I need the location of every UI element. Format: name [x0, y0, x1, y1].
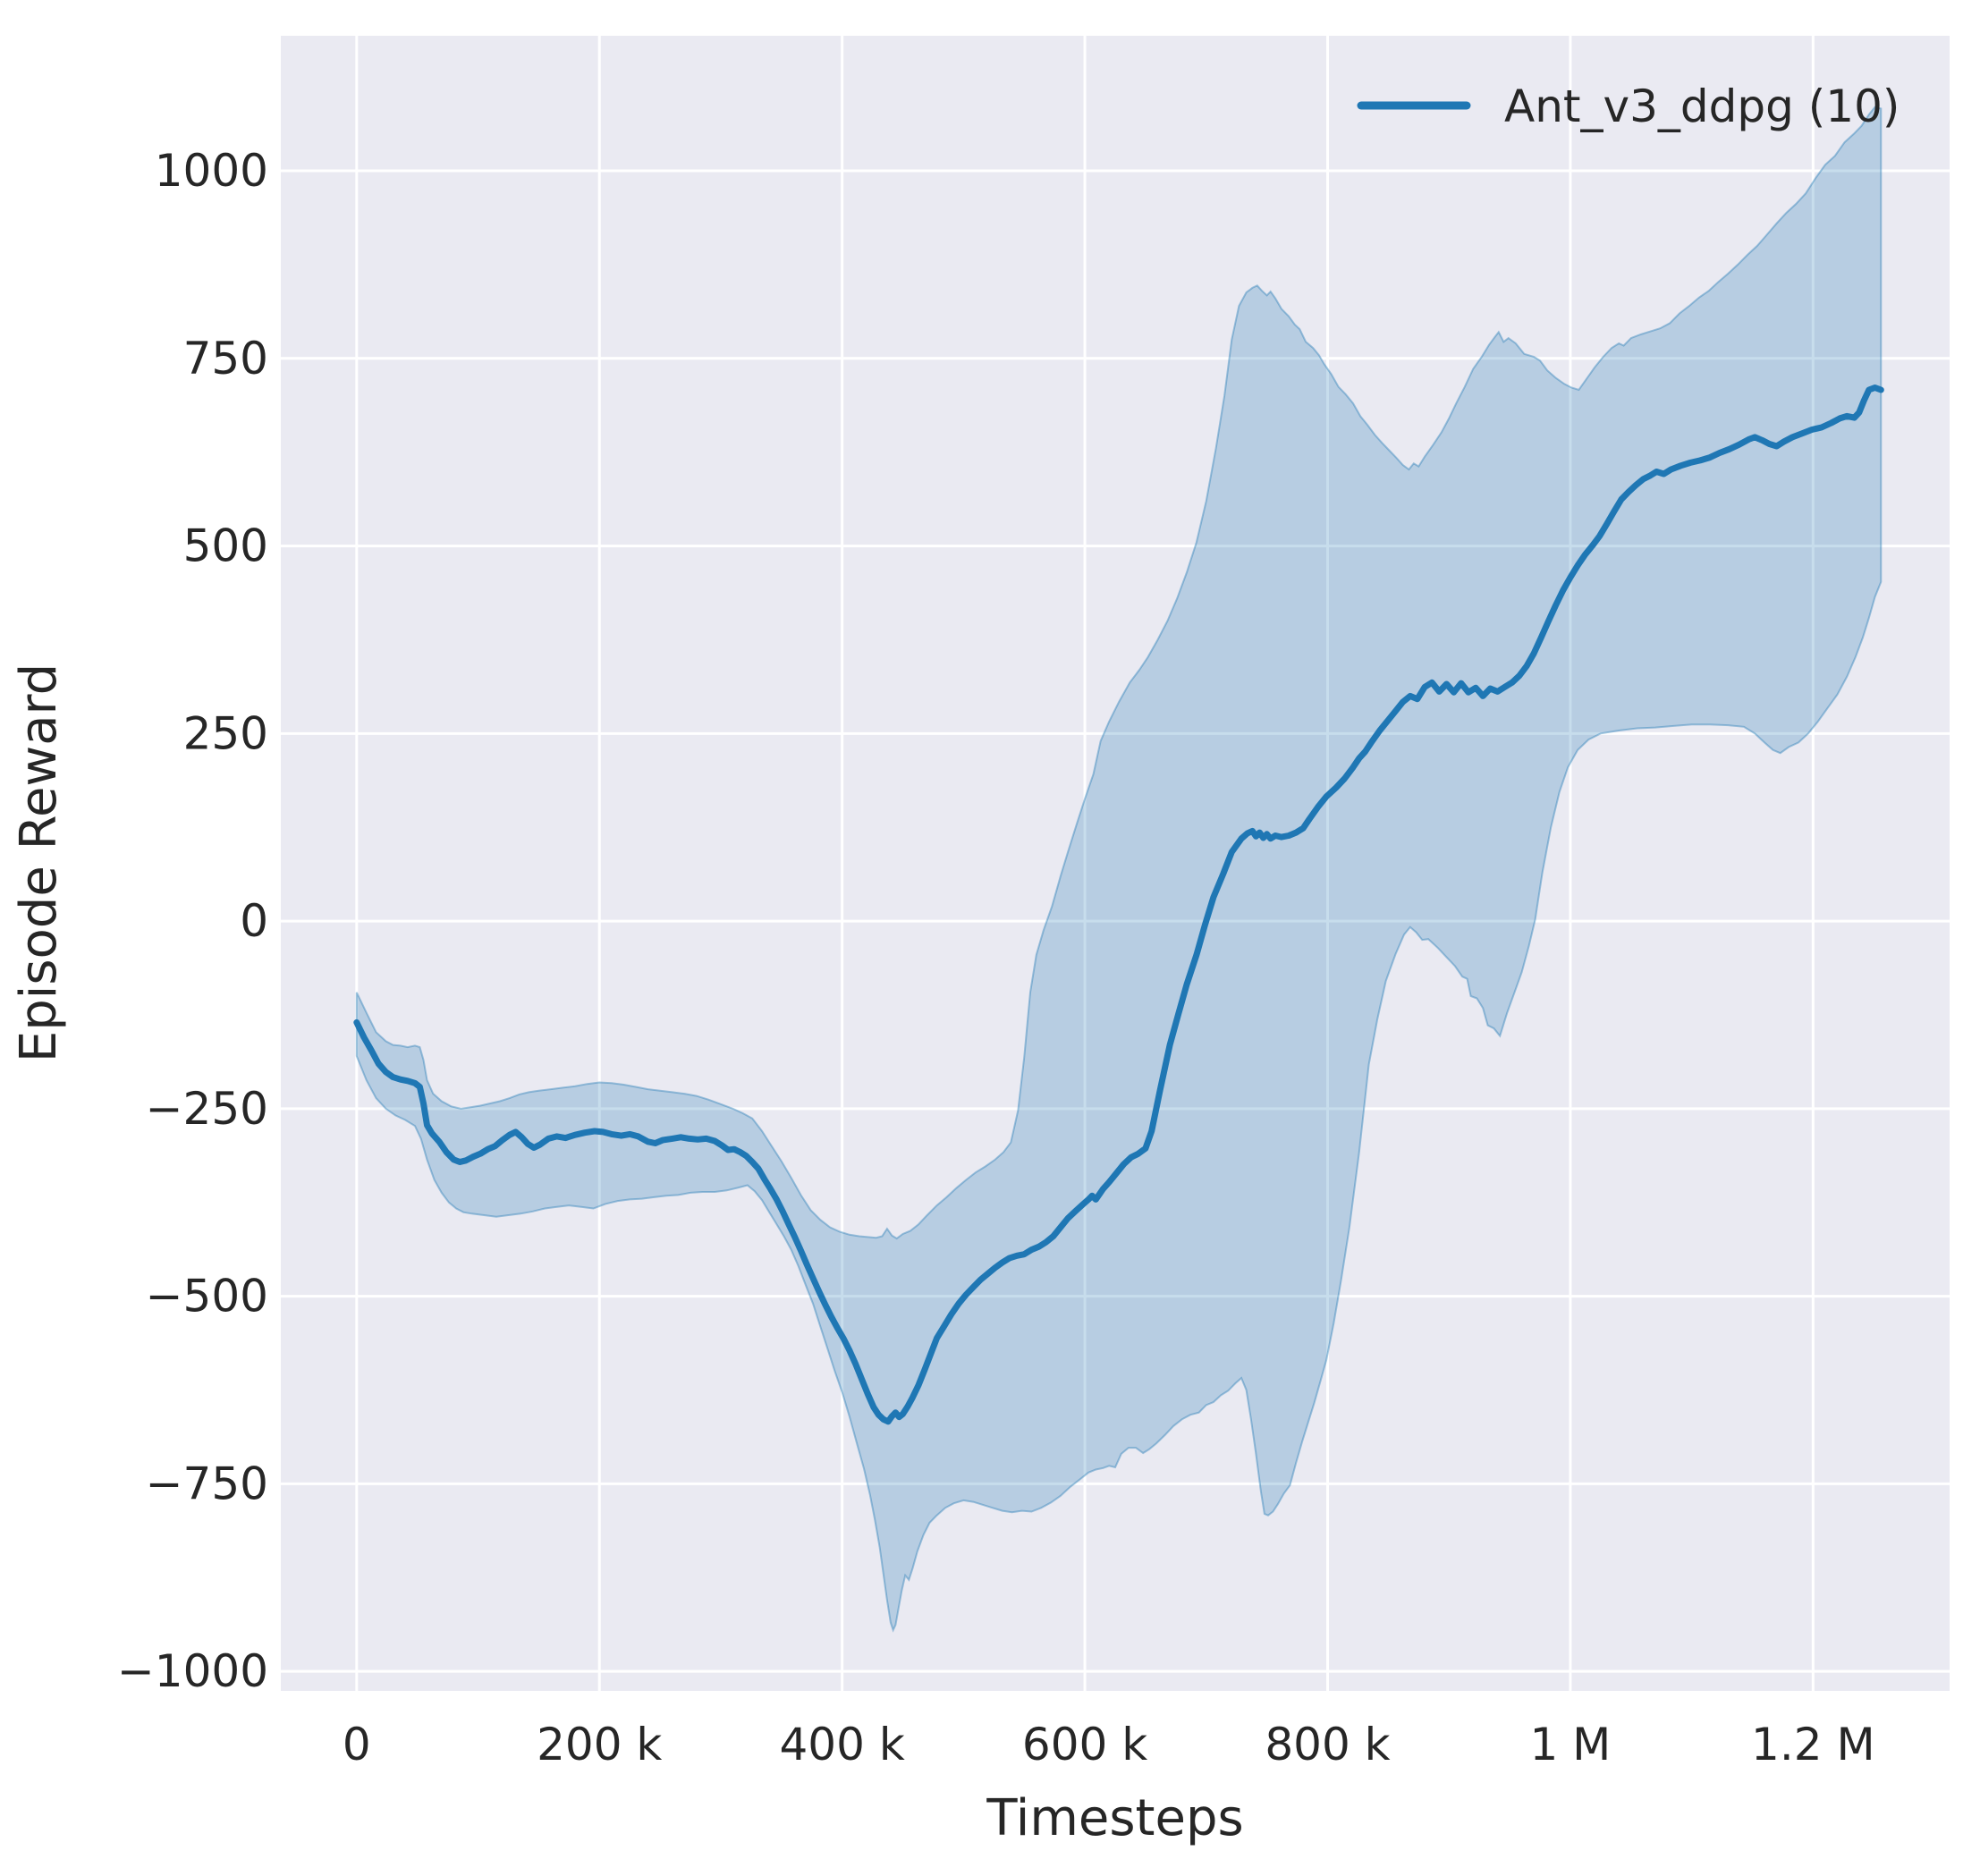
- y-tick-label: 750: [183, 333, 268, 384]
- y-axis-label: Episode Reward: [10, 663, 68, 1062]
- x-tick-label: 1 M: [1529, 1719, 1611, 1770]
- confidence-band: [355, 106, 1883, 1633]
- y-tick-label: −1000: [117, 1645, 268, 1697]
- x-tick-label: 800 k: [1265, 1719, 1390, 1770]
- y-tick-labels: 1000 750 500 250 0 −250 −500 −750 −1000: [117, 145, 268, 1697]
- mean-line: [353, 384, 1884, 1425]
- plot-background: [281, 36, 1950, 1691]
- x-tick-label: 600 k: [1022, 1719, 1147, 1770]
- y-tick-label: −250: [146, 1083, 268, 1135]
- gridlines: [281, 36, 1950, 1691]
- y-tick-label: 0: [240, 895, 268, 947]
- y-tick-label: 1000: [155, 145, 268, 197]
- y-tick-label: −500: [146, 1271, 268, 1322]
- x-tick-label: 1.2 M: [1751, 1719, 1875, 1770]
- x-tick-label: 400 k: [780, 1719, 905, 1770]
- x-tick-label: 0: [343, 1719, 371, 1770]
- y-tick-label: −750: [146, 1458, 268, 1509]
- x-tick-label: 200 k: [537, 1719, 662, 1770]
- y-tick-label: 250: [183, 707, 268, 759]
- legend-label: Ant_v3_ddpg (10): [1504, 80, 1900, 132]
- x-axis-label: Timesteps: [986, 1789, 1243, 1847]
- legend: Ant_v3_ddpg (10): [1357, 80, 1900, 132]
- x-tick-labels: 0 200 k 400 k 600 k 800 k 1 M 1.2 M: [343, 1719, 1875, 1770]
- y-tick-label: 500: [183, 520, 268, 572]
